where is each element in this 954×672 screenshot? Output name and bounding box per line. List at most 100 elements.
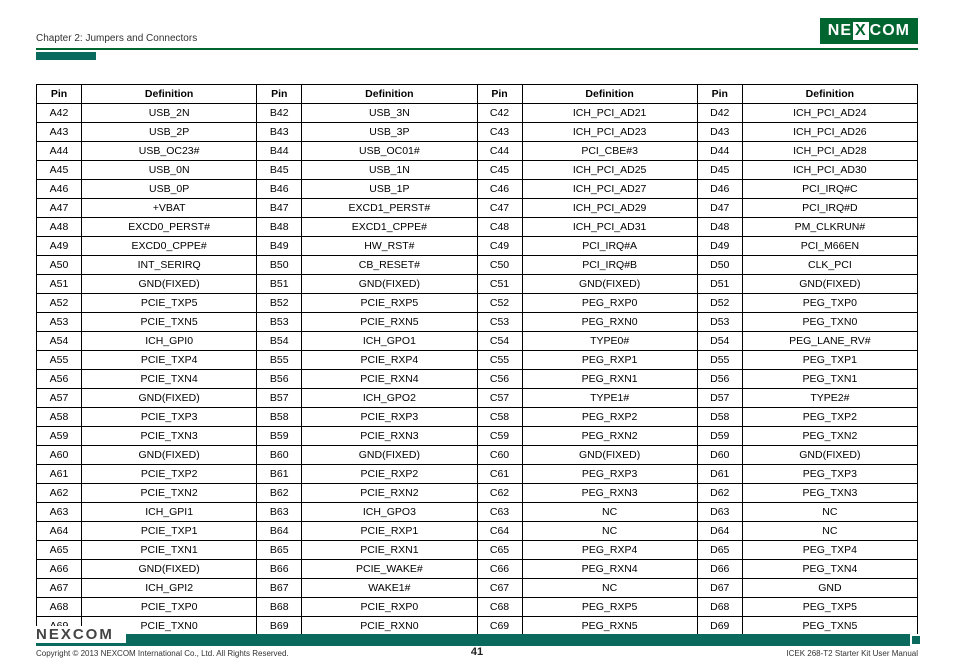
table-cell: PCI_IRQ#B: [522, 256, 697, 275]
table-cell: D53: [697, 313, 742, 332]
table-cell: A57: [37, 389, 82, 408]
table-cell: B58: [257, 408, 302, 427]
table-cell: C64: [477, 522, 522, 541]
table-body: A42USB_2NB42USB_3NC42ICH_PCI_AD21D42ICH_…: [37, 104, 918, 636]
table-cell: PCIE_TXN4: [82, 370, 257, 389]
table-cell: D51: [697, 275, 742, 294]
table-cell: B60: [257, 446, 302, 465]
table-cell: USB_0P: [82, 180, 257, 199]
table-cell: C60: [477, 446, 522, 465]
table-cell: GND(FIXED): [522, 275, 697, 294]
table-cell: A42: [37, 104, 82, 123]
table-cell: PEG_TXP1: [742, 351, 917, 370]
table-cell: C43: [477, 123, 522, 142]
table-row: A61PCIE_TXP2B61PCIE_RXP2C61PEG_RXP3D61PE…: [37, 465, 918, 484]
table-cell: B51: [257, 275, 302, 294]
table-cell: D65: [697, 541, 742, 560]
table-cell: B56: [257, 370, 302, 389]
table-cell: B67: [257, 579, 302, 598]
table-cell: C61: [477, 465, 522, 484]
table-cell: A58: [37, 408, 82, 427]
table-row: A62PCIE_TXN2B62PCIE_RXN2C62PEG_RXN3D62PE…: [37, 484, 918, 503]
table-cell: PCIE_WAKE#: [302, 560, 477, 579]
table-cell: PEG_TXN4: [742, 560, 917, 579]
table-cell: PEG_LANE_RV#: [742, 332, 917, 351]
table-cell: EXCD1_PERST#: [302, 199, 477, 218]
table-cell: A65: [37, 541, 82, 560]
table-cell: D55: [697, 351, 742, 370]
table-cell: PCIE_TXN3: [82, 427, 257, 446]
table-cell: D68: [697, 598, 742, 617]
table-cell: B46: [257, 180, 302, 199]
table-cell: D48: [697, 218, 742, 237]
table-cell: ICH_GPI2: [82, 579, 257, 598]
table-cell: B54: [257, 332, 302, 351]
table-cell: PEG_TXN5: [742, 617, 917, 636]
table-cell: PCIE_RXP4: [302, 351, 477, 370]
table-cell: PCIE_RXP1: [302, 522, 477, 541]
table-cell: PEG_RXP3: [522, 465, 697, 484]
column-header: Definition: [82, 85, 257, 104]
table-cell: B65: [257, 541, 302, 560]
table-cell: PM_CLKRUN#: [742, 218, 917, 237]
table-cell: PEG_RXP4: [522, 541, 697, 560]
table-cell: PCIE_TXP0: [82, 598, 257, 617]
table-cell: A64: [37, 522, 82, 541]
footer-logo: NEXCOM: [36, 626, 126, 643]
table-cell: A63: [37, 503, 82, 522]
footer: NEXCOM Copyright © 2013 NEXCOM Internati…: [36, 634, 918, 658]
table-cell: B57: [257, 389, 302, 408]
table-cell: PCIE_TXP1: [82, 522, 257, 541]
table-cell: TYPE2#: [742, 389, 917, 408]
table-row: A59PCIE_TXN3B59PCIE_RXN3C59PEG_RXN2D59PE…: [37, 427, 918, 446]
header-accent: [36, 52, 918, 60]
table-cell: C68: [477, 598, 522, 617]
table-cell: PCI_IRQ#D: [742, 199, 917, 218]
table-cell: EXCD0_CPPE#: [82, 237, 257, 256]
table-cell: ICH_PCI_AD23: [522, 123, 697, 142]
table-cell: NC: [522, 522, 697, 541]
table-cell: B43: [257, 123, 302, 142]
table-cell: A49: [37, 237, 82, 256]
table-cell: NC: [522, 579, 697, 598]
table-cell: C67: [477, 579, 522, 598]
table-cell: PCIE_RXN0: [302, 617, 477, 636]
table-cell: GND(FIXED): [82, 389, 257, 408]
table-row: A50INT_SERIRQB50CB_RESET#C50PCI_IRQ#BD50…: [37, 256, 918, 275]
manual-title: ICEK 268-T2 Starter Kit User Manual: [786, 649, 918, 658]
table-cell: D54: [697, 332, 742, 351]
table-cell: B42: [257, 104, 302, 123]
footer-end-mark: [910, 634, 922, 646]
table-cell: D46: [697, 180, 742, 199]
table-cell: PEG_TXN3: [742, 484, 917, 503]
table-cell: PCIE_RXN3: [302, 427, 477, 446]
table-cell: PCIE_TXP3: [82, 408, 257, 427]
table-cell: HW_RST#: [302, 237, 477, 256]
table-cell: PEG_TXN2: [742, 427, 917, 446]
table-cell: PEG_RXN4: [522, 560, 697, 579]
table-cell: A44: [37, 142, 82, 161]
table-cell: PEG_RXN1: [522, 370, 697, 389]
table-cell: D67: [697, 579, 742, 598]
table-cell: A51: [37, 275, 82, 294]
table-row: A58PCIE_TXP3B58PCIE_RXP3C58PEG_RXP2D58PE…: [37, 408, 918, 427]
table-cell: A68: [37, 598, 82, 617]
table-cell: C58: [477, 408, 522, 427]
table-cell: D44: [697, 142, 742, 161]
table-cell: USB_0N: [82, 161, 257, 180]
table-cell: EXCD0_PERST#: [82, 218, 257, 237]
table-cell: TYPE1#: [522, 389, 697, 408]
column-header: Definition: [742, 85, 917, 104]
table-cell: ICH_GPO3: [302, 503, 477, 522]
table-cell: C56: [477, 370, 522, 389]
table-cell: PEG_TXP3: [742, 465, 917, 484]
table-cell: PEG_RXN0: [522, 313, 697, 332]
nexcom-logo: NEXCOM: [820, 18, 918, 44]
table-cell: D57: [697, 389, 742, 408]
table-cell: ICH_PCI_AD30: [742, 161, 917, 180]
table-cell: A59: [37, 427, 82, 446]
table-cell: B47: [257, 199, 302, 218]
table-cell: PCIE_RXP0: [302, 598, 477, 617]
table-cell: NC: [522, 503, 697, 522]
table-cell: ICH_PCI_AD29: [522, 199, 697, 218]
